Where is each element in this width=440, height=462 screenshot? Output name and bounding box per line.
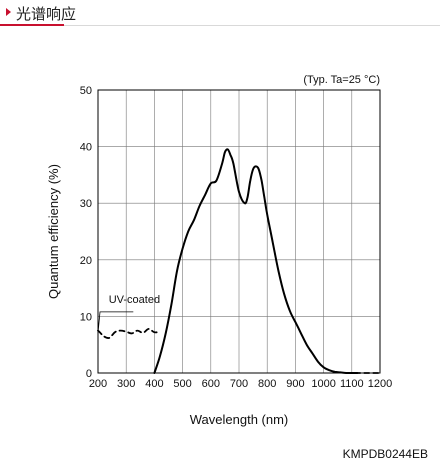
plot-frame <box>97 89 381 374</box>
y-tick-label: 20 <box>80 255 92 267</box>
x-axis-label: Wavelength (nm) <box>190 412 289 427</box>
y-tick-labels: 0 10 20 30 40 50 <box>80 85 92 380</box>
y-tick-label: 50 <box>80 85 92 97</box>
chart-grid <box>98 90 380 373</box>
uv-coated-callout: UV-coated <box>97 294 160 331</box>
header-accent-bar <box>0 24 64 26</box>
x-tick-label: 900 <box>286 378 304 390</box>
x-tick-label: 1100 <box>340 378 364 390</box>
x-tick-label: 200 <box>89 378 107 390</box>
y-tick-label: 30 <box>80 198 92 210</box>
x-tick-label: 600 <box>202 378 220 390</box>
uv-coated-leader-line <box>97 311 134 331</box>
x-tick-label: 700 <box>230 378 248 390</box>
x-tick-label: 1000 <box>311 378 335 390</box>
x-tick-label: 800 <box>258 378 276 390</box>
x-tick-label: 1200 <box>368 378 392 390</box>
figure-code: KMPDB0244EB <box>342 447 428 461</box>
header-divider <box>0 25 440 26</box>
uv-coated-label: UV-coated <box>109 294 160 306</box>
y-tick-label: 10 <box>80 311 92 323</box>
y-tick-label: 0 <box>86 368 92 380</box>
x-tick-labels: 200 300 400 500 600 700 800 900 1000 1100 1200 <box>89 378 392 390</box>
section-header: 光谱响应 <box>0 0 440 28</box>
section-title: 光谱响应 <box>16 5 77 23</box>
x-tick-label: 500 <box>173 378 191 390</box>
x-tick-label: 400 <box>145 378 163 390</box>
series-standard-line <box>153 148 359 375</box>
y-tick-label: 40 <box>80 142 92 154</box>
x-tick-label: 300 <box>117 378 135 390</box>
y-axis-label: Quantum efficiency (%) <box>46 164 61 299</box>
triangle-bullet-icon <box>6 8 11 16</box>
chart-annotation: (Typ. Ta=25 °C) <box>303 74 380 86</box>
series-uv-coated-line <box>97 328 161 339</box>
